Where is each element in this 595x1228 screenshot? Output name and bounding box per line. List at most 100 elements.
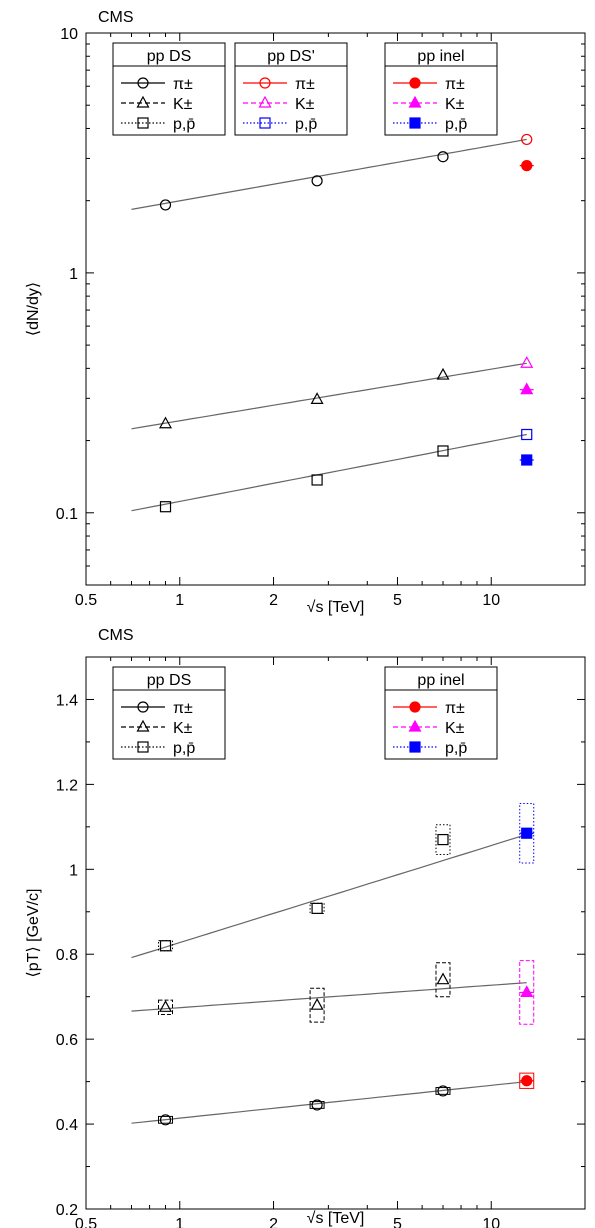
data-point — [437, 151, 449, 163]
legend-title: pp DS' — [267, 48, 315, 65]
legend-marker — [409, 117, 421, 129]
plot-frame — [85, 656, 586, 1210]
legend-title: pp DS — [147, 48, 191, 65]
x-tick-label: 5 — [393, 592, 402, 609]
legend-frame — [112, 42, 226, 136]
legend-frame — [112, 666, 226, 760]
x-tick-label: 0.5 — [75, 1216, 97, 1228]
legend-box: pp inel π± K± p,p̄ — [384, 42, 498, 136]
legend-marker — [137, 77, 149, 89]
syst-box — [309, 987, 325, 1023]
data-point — [521, 827, 533, 839]
x-tick-label: 2 — [269, 592, 278, 609]
legend-label: π± — [173, 700, 193, 717]
fit-curve — [131, 138, 527, 210]
x-tick-label: 10 — [482, 1216, 500, 1228]
legend-label: π± — [295, 76, 315, 93]
legend-label: K± — [173, 720, 193, 737]
chart-panel-1: 0.5 1 2 5 10 0.1 1 10 CMS √s [TeV] ⟨dN/dy⟩ pp DS π± K… — [25, 9, 586, 616]
data-point — [159, 940, 172, 952]
y-tick-label: 1.2 — [56, 777, 78, 794]
legend-label: π± — [445, 700, 465, 717]
legend-marker — [259, 77, 271, 89]
data-point — [310, 997, 324, 1010]
data-point — [159, 501, 172, 513]
legend-marker — [258, 95, 272, 108]
fit-curve — [131, 362, 527, 430]
legend-label: π± — [173, 76, 193, 93]
x-axis-label: √s [TeV] — [307, 1210, 365, 1227]
data-point — [159, 1114, 172, 1126]
legend-label: p,p̄ — [173, 116, 195, 133]
legend-label: p,p̄ — [445, 740, 467, 757]
legend-marker — [137, 701, 149, 713]
y-tick-label: 0.8 — [56, 947, 78, 964]
legend-title: pp inel — [417, 672, 464, 689]
x-axis-label: √s [TeV] — [307, 599, 365, 616]
legend-label: p,p̄ — [295, 116, 317, 133]
data-point — [437, 833, 449, 846]
y-axis-label: ⟨pT⟩ [GeV/c] — [25, 889, 42, 978]
legend-box: pp DS π± K± p,p̄ — [112, 42, 226, 136]
legend-marker — [409, 741, 421, 753]
data-point — [310, 392, 324, 404]
data-point — [311, 1099, 323, 1111]
legend-frame — [384, 666, 498, 760]
data-point — [521, 133, 533, 146]
legend-label: K± — [445, 96, 465, 113]
y-tick-label: 1.4 — [56, 692, 78, 709]
y-tick-label: 1 — [69, 862, 78, 879]
y-tick-label: 0.4 — [56, 1117, 78, 1134]
legend-marker — [136, 95, 150, 108]
data-point — [521, 1075, 533, 1087]
legend-box: pp DS' π± K± p,p̄ — [234, 42, 348, 136]
data-point — [521, 160, 533, 172]
chart-title: CMS — [98, 9, 134, 26]
data-point — [436, 367, 450, 380]
data-point — [158, 416, 173, 429]
y-tick-label: 10 — [60, 26, 78, 43]
legend-frame — [234, 42, 348, 136]
x-tick-label: 2 — [269, 1216, 278, 1228]
data-point — [311, 474, 323, 486]
data-point — [311, 175, 323, 187]
data-point — [311, 902, 323, 914]
syst-box — [435, 824, 451, 855]
data-point — [437, 445, 449, 457]
chart-panel-2: 0.5 1 2 5 10 0.2 0.4 0.6 0.8 1 1.2 1.4 CMS √s [TeV] ⟨p… — [25, 627, 586, 1228]
y-axis-label: ⟨dN/dy⟩ — [25, 282, 42, 336]
fit-curve — [131, 982, 527, 1012]
x-tick-label: 1 — [175, 592, 184, 609]
data-point — [436, 972, 450, 985]
x-tick-label: 10 — [482, 592, 500, 609]
legend-marker — [408, 95, 422, 108]
plot-frame — [85, 32, 586, 586]
legend-marker — [137, 741, 149, 753]
legend-marker — [259, 117, 271, 129]
data-point — [520, 985, 534, 998]
legend-label: p,p̄ — [445, 116, 467, 133]
y-tick-label: 0.2 — [56, 1202, 78, 1219]
legend-title: pp DS — [147, 672, 191, 689]
legend-box: pp inel π± K± p,p̄ — [384, 666, 498, 760]
legend-label: K± — [173, 96, 193, 113]
fit-curve — [131, 833, 527, 959]
x-tick-label: 1 — [175, 1216, 184, 1228]
legend-marker — [136, 719, 150, 732]
data-point — [158, 1000, 173, 1012]
syst-box — [519, 802, 535, 864]
data-point — [521, 428, 533, 441]
data-point — [520, 382, 534, 395]
legend-label: K± — [295, 96, 315, 113]
syst-box — [435, 1087, 451, 1095]
data-point — [159, 199, 172, 211]
legend-label: p,p̄ — [173, 740, 195, 757]
legend-marker — [137, 117, 149, 129]
legend-label: π± — [445, 76, 465, 93]
legend-marker — [409, 77, 421, 89]
legend-marker — [409, 701, 421, 713]
y-tick-label: 1 — [69, 266, 78, 283]
syst-box — [158, 1115, 174, 1124]
legend-label: K± — [445, 720, 465, 737]
